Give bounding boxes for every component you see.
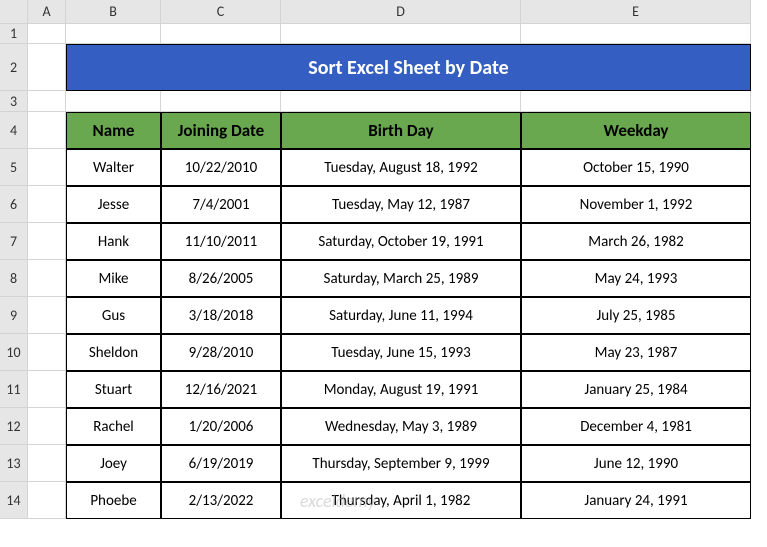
cell-joining-0[interactable]: 10/22/2010	[161, 149, 281, 186]
cell-e1[interactable]	[521, 24, 751, 44]
cell-a6[interactable]	[28, 186, 66, 223]
cell-name-1[interactable]: Jesse	[66, 186, 161, 223]
cell-joining-8[interactable]: 6/19/2019	[161, 445, 281, 482]
cell-name-4[interactable]: Gus	[66, 297, 161, 334]
cell-a5[interactable]	[28, 149, 66, 186]
cell-name-9[interactable]: Phoebe	[66, 482, 161, 519]
cell-birthday-4[interactable]: Saturday, June 11, 1994	[281, 297, 521, 334]
cell-e3[interactable]	[521, 91, 751, 112]
cell-joining-5[interactable]: 9/28/2010	[161, 334, 281, 371]
header-weekday[interactable]: Weekday	[521, 112, 751, 149]
cell-a1[interactable]	[28, 24, 66, 44]
row-header-10[interactable]: 10	[0, 334, 28, 371]
col-header-d[interactable]: D	[281, 0, 521, 24]
row-header-14[interactable]: 14	[0, 482, 28, 519]
cell-a11[interactable]	[28, 371, 66, 408]
cell-a2[interactable]	[28, 44, 66, 91]
cell-weekday-0[interactable]: October 15, 1990	[521, 149, 751, 186]
cell-name-0[interactable]: Walter	[66, 149, 161, 186]
cell-birthday-9[interactable]: Thursday, April 1, 1982	[281, 482, 521, 519]
cell-weekday-2[interactable]: March 26, 1982	[521, 223, 751, 260]
cell-d3[interactable]	[281, 91, 521, 112]
cell-birthday-1[interactable]: Tuesday, May 12, 1987	[281, 186, 521, 223]
row-header-2[interactable]: 2	[0, 44, 28, 91]
cell-a9[interactable]	[28, 297, 66, 334]
cell-birthday-6[interactable]: Monday, August 19, 1991	[281, 371, 521, 408]
cell-birthday-8[interactable]: Thursday, September 9, 1999	[281, 445, 521, 482]
cell-birthday-0[interactable]: Tuesday, August 18, 1992	[281, 149, 521, 186]
cell-a12[interactable]	[28, 408, 66, 445]
cell-name-8[interactable]: Joey	[66, 445, 161, 482]
corner-cell[interactable]	[0, 0, 28, 24]
row-header-1[interactable]: 1	[0, 24, 28, 44]
title-cell[interactable]: Sort Excel Sheet by Date	[66, 44, 751, 91]
row-header-8[interactable]: 8	[0, 260, 28, 297]
cell-name-7[interactable]: Rachel	[66, 408, 161, 445]
cell-name-5[interactable]: Sheldon	[66, 334, 161, 371]
row-header-3[interactable]: 3	[0, 91, 28, 112]
cell-weekday-6[interactable]: January 25, 1984	[521, 371, 751, 408]
row-header-13[interactable]: 13	[0, 445, 28, 482]
cell-weekday-5[interactable]: May 23, 1987	[521, 334, 751, 371]
cell-birthday-7[interactable]: Wednesday, May 3, 1989	[281, 408, 521, 445]
cell-name-2[interactable]: Hank	[66, 223, 161, 260]
cell-birthday-3[interactable]: Saturday, March 25, 1989	[281, 260, 521, 297]
col-header-e[interactable]: E	[521, 0, 751, 24]
cell-joining-4[interactable]: 3/18/2018	[161, 297, 281, 334]
col-header-c[interactable]: C	[161, 0, 281, 24]
cell-birthday-2[interactable]: Saturday, October 19, 1991	[281, 223, 521, 260]
cell-birthday-5[interactable]: Tuesday, June 15, 1993	[281, 334, 521, 371]
cell-c3[interactable]	[161, 91, 281, 112]
header-name[interactable]: Name	[66, 112, 161, 149]
cell-joining-7[interactable]: 1/20/2006	[161, 408, 281, 445]
cell-b3[interactable]	[66, 91, 161, 112]
header-birthday[interactable]: Birth Day	[281, 112, 521, 149]
cell-a4[interactable]	[28, 112, 66, 149]
cell-joining-3[interactable]: 8/26/2005	[161, 260, 281, 297]
cell-a10[interactable]	[28, 334, 66, 371]
cell-joining-6[interactable]: 12/16/2021	[161, 371, 281, 408]
row-header-12[interactable]: 12	[0, 408, 28, 445]
cell-a14[interactable]	[28, 482, 66, 519]
row-header-5[interactable]: 5	[0, 149, 28, 186]
cell-a8[interactable]	[28, 260, 66, 297]
cell-name-3[interactable]: Mike	[66, 260, 161, 297]
cell-b1[interactable]	[66, 24, 161, 44]
cell-joining-2[interactable]: 11/10/2011	[161, 223, 281, 260]
cell-c1[interactable]	[161, 24, 281, 44]
cell-a7[interactable]	[28, 223, 66, 260]
row-header-6[interactable]: 6	[0, 186, 28, 223]
cell-weekday-4[interactable]: July 25, 1985	[521, 297, 751, 334]
col-header-b[interactable]: B	[66, 0, 161, 24]
row-header-11[interactable]: 11	[0, 371, 28, 408]
row-header-9[interactable]: 9	[0, 297, 28, 334]
cell-joining-1[interactable]: 7/4/2001	[161, 186, 281, 223]
row-header-7[interactable]: 7	[0, 223, 28, 260]
col-header-a[interactable]: A	[28, 0, 66, 24]
header-joining[interactable]: Joining Date	[161, 112, 281, 149]
cell-weekday-3[interactable]: May 24, 1993	[521, 260, 751, 297]
cell-weekday-9[interactable]: January 24, 1991	[521, 482, 751, 519]
cell-a13[interactable]	[28, 445, 66, 482]
cell-weekday-1[interactable]: November 1, 1992	[521, 186, 751, 223]
cell-weekday-8[interactable]: June 12, 1990	[521, 445, 751, 482]
cell-name-6[interactable]: Stuart	[66, 371, 161, 408]
row-header-4[interactable]: 4	[0, 112, 28, 149]
cell-d1[interactable]	[281, 24, 521, 44]
cell-joining-9[interactable]: 2/13/2022	[161, 482, 281, 519]
spreadsheet-grid: A B C D E 1 2 Sort Excel Sheet by Date 3…	[0, 0, 767, 519]
cell-weekday-7[interactable]: December 4, 1981	[521, 408, 751, 445]
cell-a3[interactable]	[28, 91, 66, 112]
